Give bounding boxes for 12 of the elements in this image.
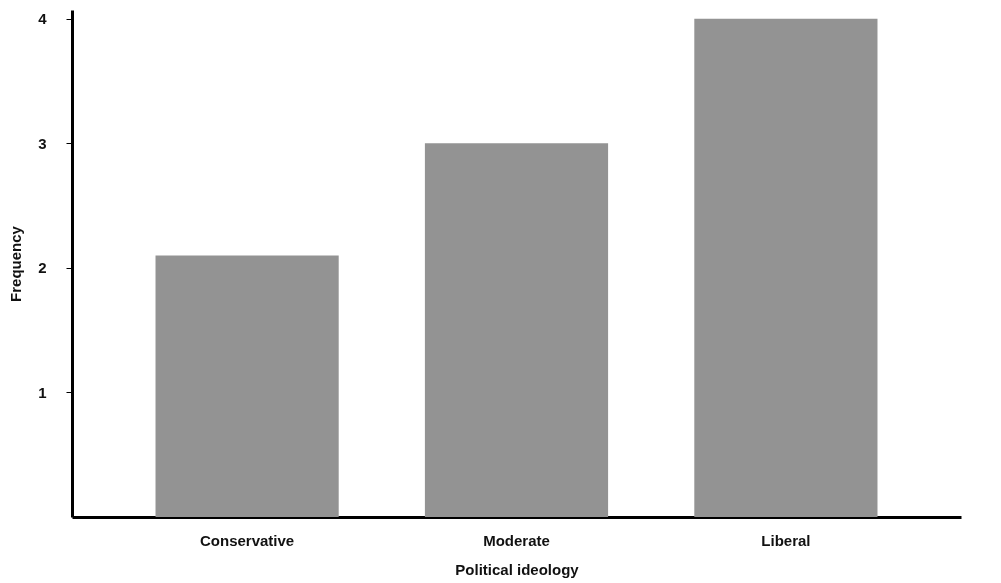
y-tick-label: 3: [38, 134, 47, 152]
bar: [424, 143, 609, 517]
y-tick-label: 4: [38, 10, 48, 28]
y-tick-label: 1: [38, 383, 47, 401]
x-tick-label: Moderate: [483, 531, 550, 549]
bar: [155, 255, 339, 517]
y-tick-label: 2: [38, 259, 47, 277]
x-axis-title: Political ideology: [455, 560, 580, 578]
y-axis-title: Frequency: [7, 225, 25, 302]
x-tick-label: Conservative: [200, 531, 295, 549]
x-tick-label: Liberal: [761, 531, 811, 549]
bar: [694, 18, 878, 517]
